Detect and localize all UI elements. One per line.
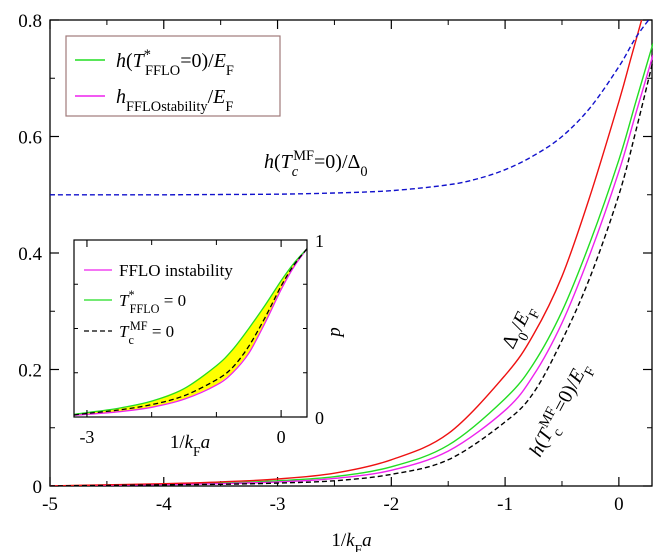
annotation-black-curve: h(TcMF=0)/EF xyxy=(522,357,599,464)
annotation-blue-curve: h(TcMF=0)/Δ0 xyxy=(264,148,368,180)
main-chart: -5 -4 -3 -2 -1 0 0 0.2 0.4 0.6 0.8 1/kFa h(T* FFLO=0)… xyxy=(18,11,653,552)
legend-label-magenta: hFFLOstability/EF xyxy=(116,86,233,115)
main-y-tick-label: 0.4 xyxy=(18,244,42,265)
inset-series-green xyxy=(73,248,308,415)
main-y-tick-label: 0 xyxy=(33,477,43,498)
series-red-line xyxy=(50,20,643,486)
series-black-dashed-line xyxy=(50,60,653,486)
inset-y-tick-label: 0 xyxy=(315,408,324,428)
legend-label-green: h(T* FFLO=0)/EF xyxy=(116,47,234,79)
inset-legend-label-green: T* FFLO = 0 xyxy=(119,288,186,316)
inset-legend-label-black: TcMF = 0 xyxy=(119,319,174,347)
inset-x-tick-label: -3 xyxy=(79,427,94,447)
main-x-tick-label: -5 xyxy=(42,494,58,515)
main-x-tick-label: 0 xyxy=(614,494,624,515)
main-legend-box xyxy=(65,35,281,117)
series-blue-dashed-line xyxy=(50,20,650,196)
inset-chart: -3 0 0 1 1/kFa p FFLO instability T* FFLO = 0 TcM… xyxy=(70,231,345,459)
main-y-tick-label: 0.8 xyxy=(18,11,42,32)
series-magenta-line xyxy=(50,54,653,486)
main-y-tick-label: 0.6 xyxy=(18,128,42,149)
main-x-tick-label: -4 xyxy=(156,494,172,515)
inset-y-axis-label: p xyxy=(324,327,345,339)
main-x-tick-label: -3 xyxy=(270,494,286,515)
main-x-tick-label: -1 xyxy=(497,494,513,515)
inset-series-magenta xyxy=(73,248,308,416)
inset-x-tick-label: 0 xyxy=(277,427,286,447)
main-y-tick-label: 0.2 xyxy=(18,361,42,382)
main-x-axis-label: 1/kFa xyxy=(331,530,371,552)
inset-series-black-dashed xyxy=(73,248,308,416)
inset-legend-label-magenta: FFLO instability xyxy=(119,261,233,280)
inset-y-tick-label: 1 xyxy=(315,231,324,251)
inset-x-axis-label: 1/kFa xyxy=(170,432,210,459)
main-x-tick-label: -2 xyxy=(383,494,399,515)
